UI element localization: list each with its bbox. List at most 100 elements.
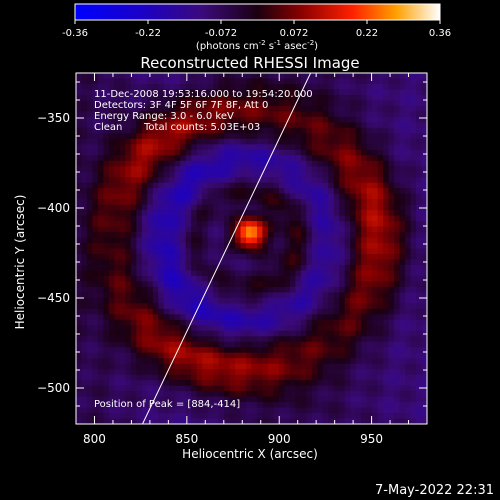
heatmap-cell — [229, 358, 236, 365]
heatmap-cell — [361, 297, 368, 304]
heatmap-cell — [405, 177, 412, 184]
heatmap-cell — [114, 358, 121, 365]
heatmap-cell — [394, 303, 401, 310]
heatmap-cell — [251, 369, 258, 376]
heatmap-cell — [350, 199, 357, 206]
heatmap-cell — [202, 111, 209, 118]
heatmap-cell — [196, 144, 203, 151]
heatmap-cell — [136, 221, 143, 228]
heatmap-cell — [185, 341, 192, 348]
heatmap-cell — [416, 336, 423, 343]
heatmap-cell — [207, 215, 214, 222]
heatmap-cell — [405, 193, 412, 200]
heatmap-cell — [394, 391, 401, 398]
heatmap-cell — [377, 264, 384, 272]
heatmap-cell — [278, 413, 285, 420]
heatmap-cell — [218, 264, 225, 272]
heatmap-cell — [267, 73, 275, 80]
heatmap-cell — [141, 297, 148, 304]
heatmap-cell — [240, 138, 247, 145]
heatmap-cell — [372, 270, 379, 277]
heatmap-cell — [103, 347, 110, 354]
heatmap-cell — [355, 138, 362, 145]
heatmap-cell — [169, 73, 176, 80]
heatmap-cell — [207, 155, 214, 162]
heatmap-cell — [213, 133, 220, 140]
heatmap-cell — [416, 166, 423, 173]
heatmap-cell — [350, 341, 357, 348]
heatmap-cell — [108, 363, 115, 370]
heatmap-cell — [125, 292, 132, 299]
heatmap-cell — [295, 259, 302, 266]
heatmap-cell — [295, 166, 302, 173]
heatmap-cell — [289, 182, 296, 189]
heatmap-cell — [366, 385, 373, 392]
heatmap-cell — [174, 380, 181, 387]
heatmap-cell — [339, 325, 346, 332]
heatmap-cell — [180, 314, 187, 321]
heatmap-cell — [284, 402, 291, 409]
heatmap-cell — [108, 407, 115, 414]
heatmap-cell — [125, 341, 132, 348]
heatmap-cell — [213, 363, 220, 370]
heatmap-cell — [284, 144, 291, 151]
heatmap-cell — [377, 363, 384, 370]
heatmap-cell — [130, 275, 137, 282]
heatmap-cell — [202, 391, 209, 398]
heatmap-cell — [322, 166, 329, 173]
heatmap-cell — [284, 308, 291, 315]
heatmap-cell — [213, 341, 220, 348]
heatmap-cell — [92, 221, 99, 228]
heatmap-cell — [141, 248, 148, 255]
heatmap-cell — [273, 221, 280, 228]
heatmap-cell — [158, 319, 165, 326]
heatmap-cell — [405, 352, 412, 359]
heatmap-cell — [410, 149, 417, 156]
heatmap-cell — [256, 78, 264, 85]
heatmap-cell — [361, 352, 368, 359]
heatmap-cell — [328, 193, 335, 200]
heatmap-cell — [174, 292, 181, 299]
heatmap-cell — [213, 177, 220, 184]
heatmap-cell — [180, 341, 187, 348]
heatmap-cell — [289, 347, 296, 354]
heatmap-cell — [339, 413, 346, 420]
heatmap-cell — [240, 380, 247, 387]
heatmap-cell — [92, 363, 99, 370]
heatmap-cell — [344, 308, 351, 315]
heatmap-cell — [180, 325, 187, 332]
heatmap-cell — [383, 352, 390, 359]
heatmap-cell — [229, 418, 236, 424]
heatmap-cell — [141, 105, 148, 112]
heatmap-cell — [130, 83, 137, 91]
heatmap-cell — [383, 199, 390, 206]
heatmap-cell — [306, 188, 313, 195]
heatmap-cell — [350, 325, 357, 332]
heatmap-cell — [295, 303, 302, 310]
heatmap-cell — [399, 275, 406, 282]
heatmap-cell — [191, 396, 198, 403]
heatmap-cell — [377, 243, 384, 250]
heatmap-cell — [196, 127, 203, 134]
heatmap-cell — [191, 83, 198, 91]
heatmap-cell — [372, 89, 379, 96]
heatmap-cell — [108, 188, 115, 195]
heatmap-cell — [350, 83, 357, 91]
heatmap-cell — [92, 127, 99, 134]
chart-title: Reconstructed RHESSI Image — [140, 54, 359, 72]
heatmap-cell — [399, 155, 406, 162]
heatmap-cell — [169, 89, 176, 96]
heatmap-cell — [278, 73, 285, 80]
heatmap-cell — [410, 215, 417, 222]
heatmap-cell — [322, 380, 329, 387]
heatmap-cell — [383, 144, 390, 151]
heatmap-cell — [339, 193, 346, 200]
heatmap-cell — [344, 237, 351, 244]
heatmap-cell — [267, 78, 275, 85]
heatmap-cell — [295, 204, 302, 211]
heatmap-cell — [306, 286, 313, 293]
heatmap-cell — [235, 83, 242, 91]
heatmap-cell — [207, 330, 214, 337]
heatmap-cell — [256, 149, 264, 156]
heatmap-cell — [213, 155, 220, 162]
